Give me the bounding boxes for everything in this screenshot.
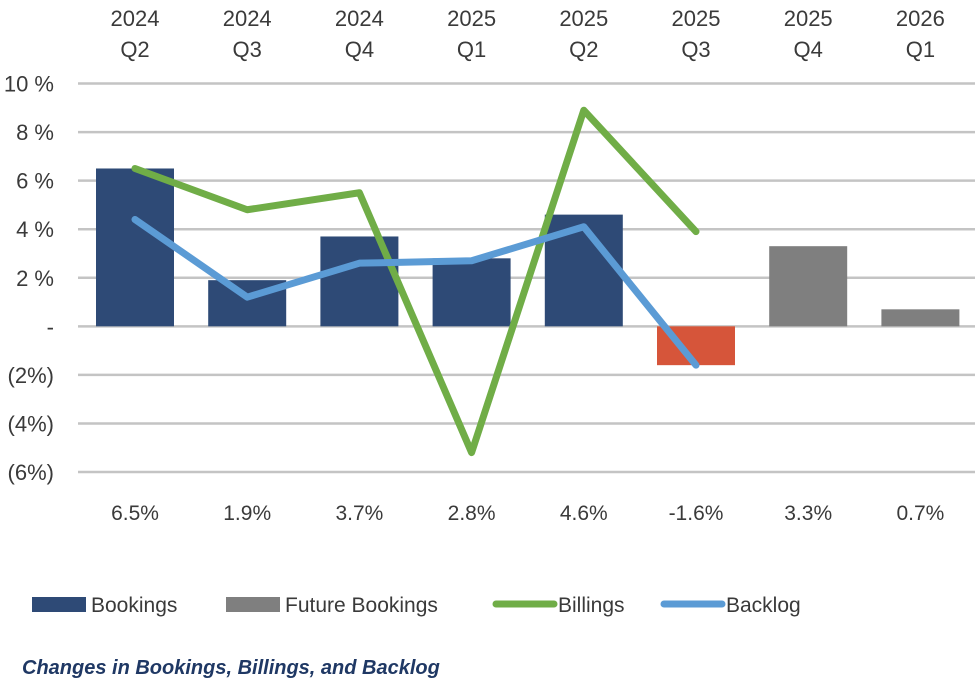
legend-item-backlog: Backlog bbox=[664, 594, 801, 617]
legend-item-future-bookings: Future Bookings bbox=[226, 594, 438, 617]
x-tick-label-quarter: Q2 bbox=[120, 37, 149, 62]
y-axis: 10 % 8 % 6 % 4 % 2 % - (2%) (4%) (6%) bbox=[4, 72, 54, 486]
bars bbox=[96, 168, 959, 365]
legend-item-billings: Billings bbox=[496, 594, 625, 617]
x-tick-label-year: 2025 bbox=[672, 6, 721, 31]
x-tick-label-year: 2024 bbox=[111, 6, 160, 31]
y-tick-label: 6 % bbox=[16, 169, 54, 194]
bar-data-labels: 6.5% 1.9% 3.7% 2.8% 4.6% -1.6% 3.3% 0.7% bbox=[111, 502, 944, 525]
bar-data-label: -1.6% bbox=[669, 502, 724, 525]
bar bbox=[96, 168, 174, 326]
x-tick-label-quarter: Q4 bbox=[794, 37, 823, 62]
legend-label: Backlog bbox=[726, 594, 801, 617]
x-tick-label-year: 2025 bbox=[559, 6, 608, 31]
x-tick-label-year: 2024 bbox=[223, 6, 272, 31]
x-tick-label-quarter: Q1 bbox=[457, 37, 486, 62]
y-tick-label: 10 % bbox=[4, 72, 54, 97]
bar-data-label: 6.5% bbox=[111, 502, 159, 525]
chart-title: Changes in Bookings, Billings, and Backl… bbox=[22, 657, 440, 679]
y-tick-label: 2 % bbox=[16, 266, 54, 291]
legend-label: Future Bookings bbox=[285, 594, 438, 617]
legend-label: Bookings bbox=[91, 594, 177, 617]
x-tick-label-year: 2026 bbox=[896, 6, 945, 31]
x-tick-label-year: 2025 bbox=[784, 6, 833, 31]
x-tick-label-year: 2025 bbox=[447, 6, 496, 31]
bar-data-label: 3.3% bbox=[784, 502, 832, 525]
bar-data-label: 3.7% bbox=[335, 502, 383, 525]
legend-swatch bbox=[32, 597, 86, 612]
bar-data-label: 1.9% bbox=[223, 502, 271, 525]
y-tick-label: (4%) bbox=[8, 411, 54, 436]
x-axis: 2024 Q2 2024 Q3 2024 Q4 2025 Q1 2025 Q2 2025 Q3 2025… bbox=[111, 6, 945, 62]
bar bbox=[433, 258, 511, 326]
y-tick-label: (6%) bbox=[8, 460, 54, 485]
y-tick-label: 4 % bbox=[16, 217, 54, 242]
bar-data-label: 2.8% bbox=[448, 502, 496, 525]
legend-swatch bbox=[226, 597, 280, 612]
bar bbox=[769, 246, 847, 326]
x-tick-label-quarter: Q2 bbox=[569, 37, 598, 62]
x-tick-label-quarter: Q3 bbox=[681, 37, 710, 62]
x-tick-label-year: 2024 bbox=[335, 6, 384, 31]
bar bbox=[881, 309, 959, 326]
legend-label: Billings bbox=[558, 594, 625, 617]
legend-item-bookings: Bookings bbox=[32, 594, 177, 617]
bar-data-label: 0.7% bbox=[896, 502, 944, 525]
x-tick-label-quarter: Q4 bbox=[345, 37, 374, 62]
y-tick-label: - bbox=[47, 314, 54, 339]
y-tick-label: 8 % bbox=[16, 120, 54, 145]
bar-data-label: 4.6% bbox=[560, 502, 608, 525]
x-tick-label-quarter: Q3 bbox=[233, 37, 262, 62]
legend: Bookings Future Bookings Billings Backlog bbox=[32, 594, 801, 617]
x-tick-label-quarter: Q1 bbox=[906, 37, 935, 62]
y-tick-label: (2%) bbox=[8, 363, 54, 388]
